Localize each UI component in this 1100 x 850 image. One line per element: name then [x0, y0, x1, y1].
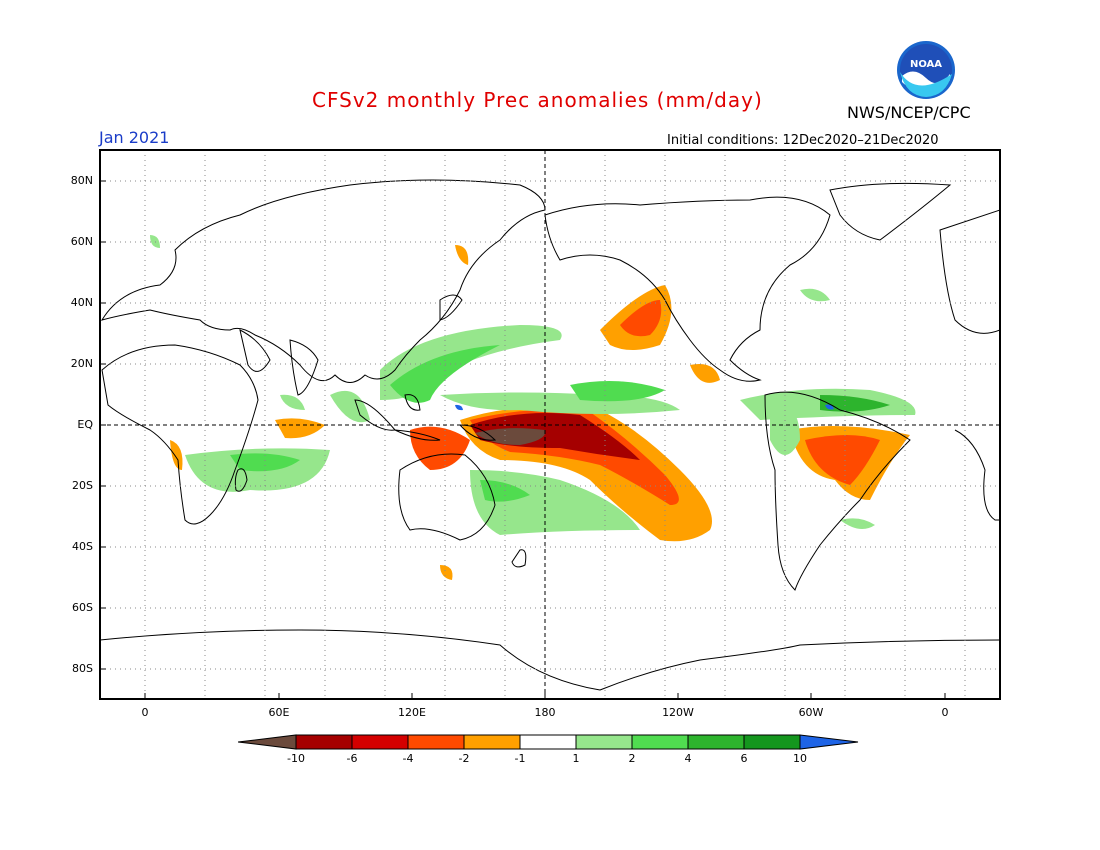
colorbar-swatch [519, 734, 577, 750]
lat-label: 20N [70, 357, 93, 370]
agency-label: NWS/NCEP/CPC [847, 103, 971, 122]
colorbar-label: 1 [572, 752, 580, 765]
lon-label: 180 [534, 706, 556, 719]
wet-anomaly-green [390, 345, 500, 403]
lon-label: 120W [662, 706, 694, 719]
dry-anomaly-brown [475, 428, 546, 445]
initial-conditions: Initial conditions: 12Dec2020–21Dec2020 [667, 133, 939, 148]
dry-anomaly-darkred [470, 412, 640, 460]
colorbar-label: 4 [684, 752, 692, 765]
colorbar-swatch [463, 734, 521, 750]
colorbar-label: -4 [402, 752, 414, 765]
colorbar-swatch [687, 734, 745, 750]
colorbar-swatch [407, 734, 465, 750]
colorbar-label: 10 [793, 752, 807, 765]
colorbar-label: -1 [514, 752, 526, 765]
gridlines [100, 150, 1000, 699]
forecast-month: Jan 2021 [99, 128, 170, 147]
lon-label: 120E [398, 706, 426, 719]
colorbar-label: 6 [740, 752, 748, 765]
lat-label: 60S [72, 601, 93, 614]
colorbar-swatch [743, 734, 801, 750]
lon-label: 60E [268, 706, 290, 719]
lat-label: 20S [72, 479, 93, 492]
noaa-logo: NOAA [897, 41, 955, 99]
lat-label: 40S [72, 540, 93, 553]
colorbar-label: 2 [628, 752, 636, 765]
map-title: CFSv2 monthly Prec anomalies (mm/day) [312, 88, 763, 112]
lat-label: 80N [70, 174, 93, 187]
colorbar-label: -10 [287, 752, 305, 765]
lon-label: 0 [141, 706, 149, 719]
lat-label: EQ [77, 418, 93, 431]
colorbar [238, 734, 859, 750]
colorbar-swatch [799, 734, 859, 750]
lon-label: 60W [798, 706, 824, 719]
colorbar-label: -6 [346, 752, 358, 765]
colorbar-swatch [295, 734, 353, 750]
coastlines [100, 179, 1000, 691]
colorbar-swatch [351, 734, 409, 750]
colorbar-swatch [631, 734, 689, 750]
colorbar-swatch [575, 734, 633, 750]
lat-label: 60N [70, 235, 93, 248]
lat-label: 40N [70, 296, 93, 309]
lat-label: 80S [72, 662, 93, 675]
colorbar-swatch [238, 734, 297, 750]
anomaly-fills [150, 235, 916, 580]
svg-text:NOAA: NOAA [910, 59, 942, 70]
lon-label: 0 [941, 706, 949, 719]
colorbar-label: -2 [458, 752, 470, 765]
